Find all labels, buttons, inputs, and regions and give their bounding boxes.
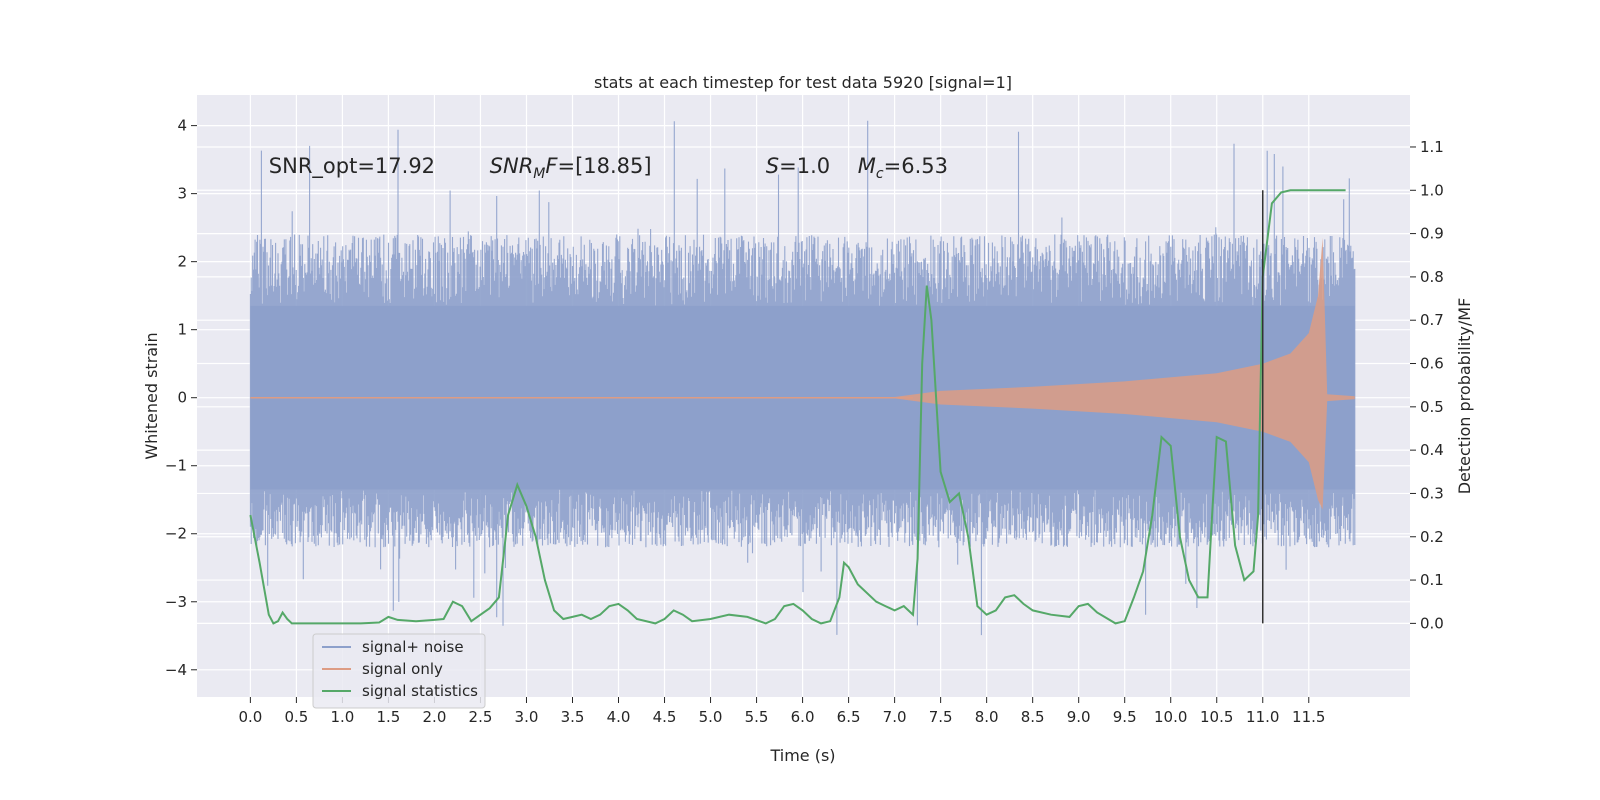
x-tick-label: 1.0 <box>330 708 354 726</box>
y-tick-label: 4 <box>177 117 187 135</box>
y-tick-label: 1 <box>177 321 187 339</box>
legend: signal+ noise signal only signal statist… <box>312 633 486 709</box>
x-tick-label: 0.0 <box>238 708 262 726</box>
chart-title: stats at each timestep for test data 592… <box>594 73 1012 92</box>
y2-tick-label: 0.6 <box>1420 355 1444 373</box>
y2-tick-label: 0.0 <box>1420 614 1444 632</box>
y-tick-label: −4 <box>165 661 187 679</box>
x-tick-label: 7.0 <box>883 708 907 726</box>
x-axis-label: Time (s) <box>769 746 835 765</box>
y2-tick-label: 0.7 <box>1420 311 1444 329</box>
legend-label-signal-only: signal only <box>362 660 443 678</box>
x-tick-label: 10.5 <box>1200 708 1233 726</box>
y2-tick-label: 1.1 <box>1420 138 1444 156</box>
x-tick-label: 11.0 <box>1246 708 1279 726</box>
y-tick-label: 3 <box>177 185 187 203</box>
x-tick-label: 4.0 <box>607 708 631 726</box>
x-tick-label: 2.0 <box>423 708 447 726</box>
y2-tick-label: 0.1 <box>1420 571 1444 589</box>
x-tick-label: 6.0 <box>791 708 815 726</box>
y2-axis-ticks: 0.0 0.1 0.2 0.3 0.4 0.5 0.6 0.7 0.8 0.9 1.0 1.1 <box>1410 138 1444 632</box>
y2-tick-label: 0.3 <box>1420 484 1444 502</box>
x-tick-label: 6.5 <box>837 708 861 726</box>
legend-label-signal-plus-noise: signal+ noise <box>362 638 464 656</box>
y2-tick-label: 0.5 <box>1420 398 1444 416</box>
y-tick-label: 0 <box>177 389 187 407</box>
x-tick-label: 5.0 <box>699 708 723 726</box>
x-tick-label: 5.5 <box>745 708 769 726</box>
y-tick-label: −3 <box>165 593 187 611</box>
y2-tick-label: 1.0 <box>1420 181 1444 199</box>
x-tick-label: 9.0 <box>1067 708 1091 726</box>
legend-box <box>312 633 486 709</box>
statistics-line <box>249 189 1346 625</box>
y-axis-ticks: −4 −3 −2 −1 0 1 2 3 4 <box>165 117 197 679</box>
x-tick-label: 7.5 <box>929 708 953 726</box>
x-tick-label: 8.0 <box>975 708 999 726</box>
y2-tick-label: 0.8 <box>1420 268 1444 286</box>
y2-tick-label: 0.4 <box>1420 441 1444 459</box>
series-signal-only <box>250 237 1355 510</box>
y-tick-label: 2 <box>177 253 187 271</box>
x-tick-label: 10.0 <box>1154 708 1187 726</box>
y2-tick-label: 0.9 <box>1420 225 1444 243</box>
annotations: SNR_opt=17.92 SNRMF=[18.85] S=1.0 Mc=6.53 <box>269 154 948 182</box>
x-tick-label: 0.5 <box>284 708 308 726</box>
x-tick-label: 3.0 <box>515 708 539 726</box>
annotation-3: Mc=6.53 <box>858 154 948 182</box>
x-tick-label: 11.5 <box>1292 708 1325 726</box>
y-tick-label: −2 <box>165 525 187 543</box>
x-axis-ticks: 0.0 0.5 1.0 1.5 2.0 2.5 3.0 3.5 4.0 4.5 5.0 5.5 6.0 6… <box>238 697 1325 726</box>
x-tick-label: 3.5 <box>561 708 585 726</box>
x-tick-label: 8.5 <box>1021 708 1045 726</box>
y2-axis-label: Detection probability/MF <box>1455 298 1474 495</box>
annotation-2: S=1.0 <box>766 154 830 178</box>
x-tick-label: 2.5 <box>469 708 493 726</box>
annotation-0: SNR_opt=17.92 <box>269 154 435 179</box>
y2-tick-label: 0.2 <box>1420 528 1444 546</box>
x-tick-label: 1.5 <box>376 708 400 726</box>
y-tick-label: −1 <box>165 457 187 475</box>
y-axis-label: Whitened strain <box>142 332 161 459</box>
legend-label-signal-statistics: signal statistics <box>362 682 478 700</box>
annotation-1: SNRMF=[18.85] <box>490 154 652 182</box>
x-tick-label: 4.5 <box>653 708 677 726</box>
series-signal-statistics <box>249 189 1346 625</box>
x-tick-label: 9.5 <box>1113 708 1137 726</box>
